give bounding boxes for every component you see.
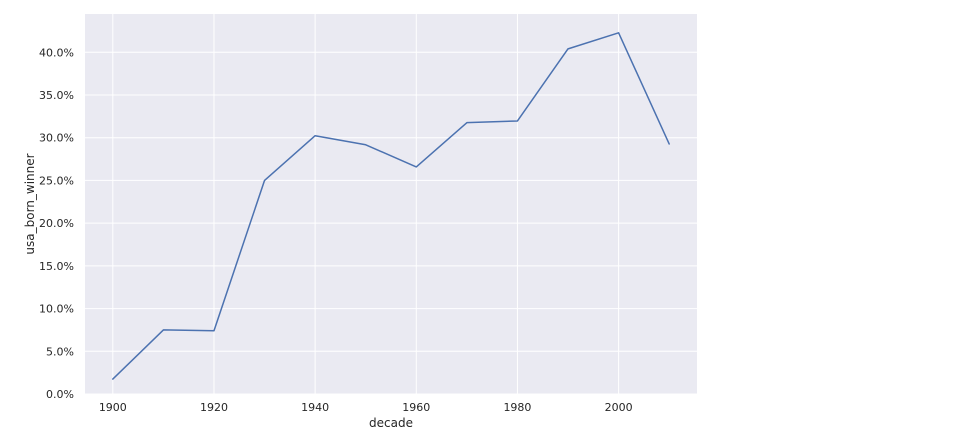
x-tick-label: 1940 xyxy=(301,401,329,414)
y-tick-label: 5.0% xyxy=(46,345,74,358)
y-tick-label: 0.0% xyxy=(46,388,74,401)
x-tick-label: 1960 xyxy=(402,401,430,414)
x-axis-label: decade xyxy=(369,416,413,430)
x-tick-label: 2000 xyxy=(605,401,633,414)
x-gridlines xyxy=(112,14,620,394)
y-tick-label: 15.0% xyxy=(39,260,74,273)
y-tick-label: 20.0% xyxy=(39,217,74,230)
series-line xyxy=(112,32,670,380)
series-layer xyxy=(112,32,670,380)
y-tick-label: 30.0% xyxy=(39,132,74,145)
y-tick-label: 10.0% xyxy=(39,303,74,316)
x-tick-label: 1900 xyxy=(99,401,127,414)
x-tick-label: 1980 xyxy=(503,401,531,414)
plot-area xyxy=(85,14,697,394)
y-tick-label: 35.0% xyxy=(39,89,74,102)
x-axis-ticks: 1900 1920 1940 1960 1980 2000 xyxy=(99,401,633,414)
y-gridlines xyxy=(85,51,697,395)
y-axis-label: usa_born_winner xyxy=(23,153,37,254)
y-axis-ticks: 0.0% 5.0% 10.0% 15.0% 20.0% 25.0% 30.0% 35.0% 40… xyxy=(39,46,74,401)
y-tick-label: 40.0% xyxy=(39,46,74,59)
y-tick-label: 25.0% xyxy=(39,174,74,187)
x-tick-label: 1920 xyxy=(200,401,228,414)
